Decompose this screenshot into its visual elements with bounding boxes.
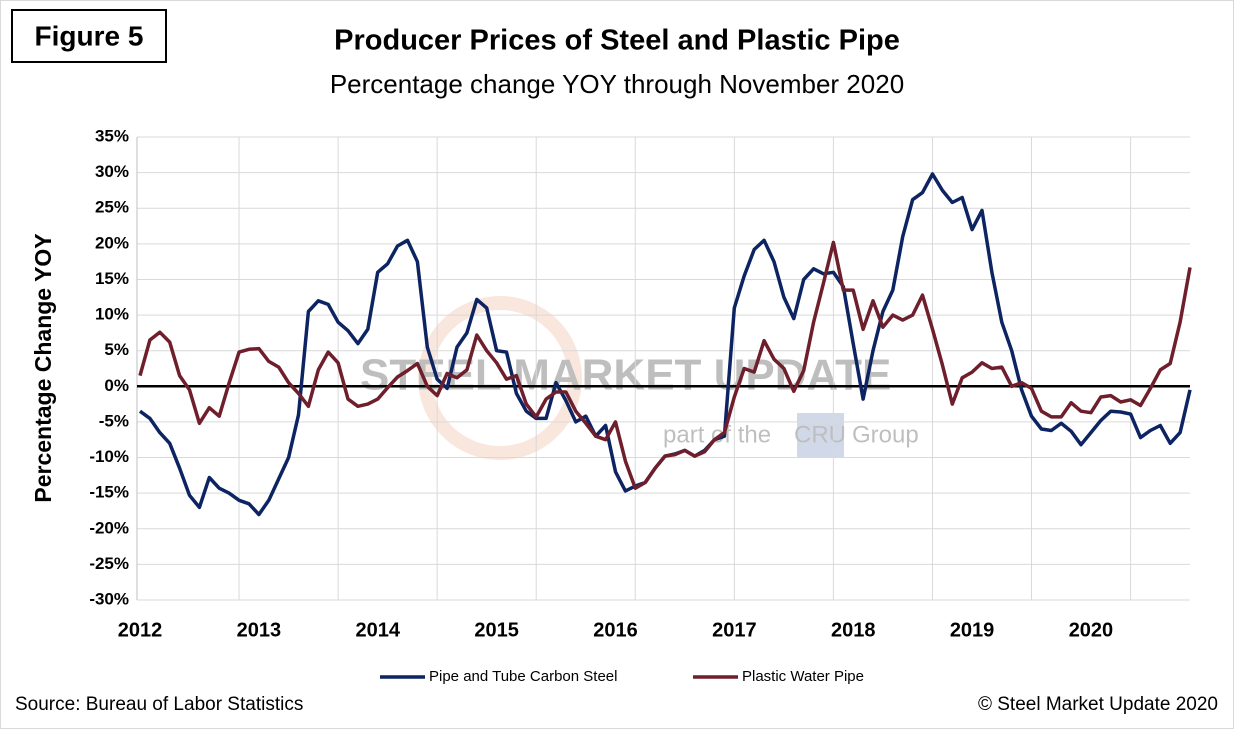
x-tick-label: 2018 bbox=[831, 619, 876, 641]
series-line bbox=[138, 240, 1192, 490]
figure-label: Figure 5 bbox=[35, 20, 144, 51]
copyright: © Steel Market Update 2020 bbox=[978, 694, 1218, 715]
legend-label: Pipe and Tube Carbon Steel bbox=[429, 668, 617, 685]
x-tick-label: 2016 bbox=[593, 619, 638, 641]
y-tick-label: -5% bbox=[99, 411, 129, 430]
y-tick-label: -10% bbox=[89, 447, 129, 466]
y-tick-label: 20% bbox=[95, 233, 129, 252]
y-tick-label: 15% bbox=[95, 269, 129, 288]
watermark-brand: CRU bbox=[794, 421, 846, 448]
x-tick-label: 2014 bbox=[355, 619, 400, 641]
x-tick-label: 2019 bbox=[950, 619, 995, 641]
x-tick-label: 2020 bbox=[1069, 619, 1114, 641]
y-tick-label: 35% bbox=[95, 126, 129, 145]
y-tick-label: 25% bbox=[95, 198, 129, 217]
figure-box bbox=[11, 9, 167, 63]
watermark-tagline-end: Group bbox=[852, 421, 919, 448]
y-tick-label: 0% bbox=[104, 376, 129, 395]
y-axis-label: Percentage Change YOY bbox=[30, 233, 56, 502]
x-tick-label: 2015 bbox=[474, 619, 519, 641]
y-tick-label: -30% bbox=[89, 589, 129, 608]
y-tick-label: 10% bbox=[95, 305, 129, 324]
y-tick-label: 5% bbox=[104, 340, 129, 359]
chart-subtitle: Percentage change YOY through November 2… bbox=[330, 69, 904, 99]
watermark: STEEL MARKET UPDATE part of the CRU Grou… bbox=[360, 296, 919, 460]
y-tick-label: -25% bbox=[89, 554, 129, 573]
x-tick-label: 2013 bbox=[237, 619, 282, 641]
y-tick-label: -15% bbox=[89, 483, 129, 502]
y-tick-label: -20% bbox=[89, 518, 129, 537]
x-tick-label: 2017 bbox=[712, 619, 757, 641]
x-tick-label: 2012 bbox=[118, 619, 163, 641]
source: Source: Bureau of Labor Statistics bbox=[15, 694, 303, 715]
legend-label: Plastic Water Pipe bbox=[742, 668, 864, 685]
chart-title: Producer Prices of Steel and Plastic Pip… bbox=[334, 25, 900, 57]
watermark-tagline: part of the bbox=[663, 421, 771, 448]
y-tick-label: 30% bbox=[95, 162, 129, 181]
watermark-badge bbox=[797, 413, 844, 457]
